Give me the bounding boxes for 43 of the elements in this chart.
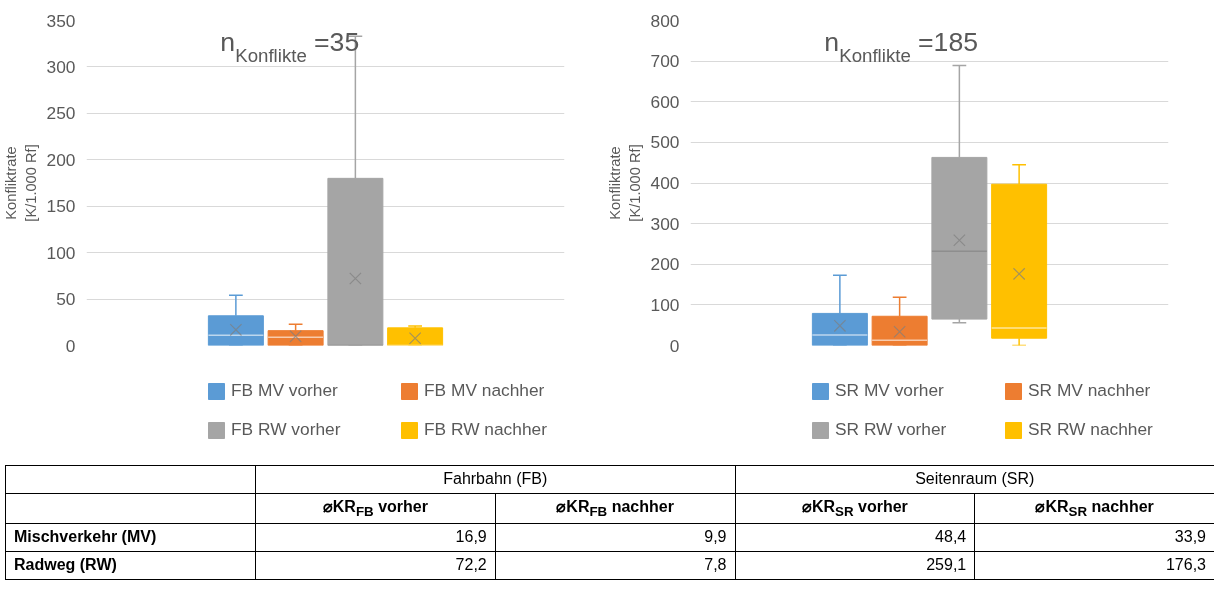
legend-label: FB RW nachher bbox=[424, 419, 548, 440]
category-label: ⌀KR$_{FB}$ vorher bbox=[255, 493, 496, 524]
y-axis-title: Konfliktrate [K/1.000 Rf] bbox=[607, 144, 643, 222]
category-label: ⌀KR$_{SR}$ vorher bbox=[735, 493, 975, 524]
legend-label: SR RW nachher bbox=[1028, 419, 1154, 440]
y-tick-label: 400 bbox=[650, 173, 680, 193]
y-tick-label: 300 bbox=[650, 213, 680, 234]
legend-label: FB RW vorher bbox=[231, 419, 342, 440]
y-tick-label: 100 bbox=[46, 242, 76, 263]
category-label: Radweg (RW) bbox=[14, 555, 117, 573]
text: 16,9 bbox=[455, 528, 487, 546]
y-tick-label: 250 bbox=[46, 103, 76, 124]
text: Seitenraum (SR) bbox=[735, 465, 1214, 494]
y-tick-label: 700 bbox=[650, 51, 680, 72]
y-tick-label: 500 bbox=[650, 132, 680, 153]
y-tick-label: 200 bbox=[46, 149, 76, 170]
legend-label: SR RW vorher bbox=[835, 419, 948, 440]
y-axis-title: Konfliktrate [K/1.000 Rf] bbox=[3, 144, 39, 222]
y-tick-label: 200 bbox=[650, 254, 680, 275]
text: 7,8 bbox=[704, 555, 727, 573]
text: 33,9 bbox=[1174, 528, 1206, 546]
text: 72,2 bbox=[455, 555, 487, 573]
y-tick-label: 350 bbox=[46, 10, 76, 31]
y-tick-label: 600 bbox=[650, 91, 680, 112]
y-tick-label: 50 bbox=[56, 289, 76, 310]
y-tick-label: 150 bbox=[46, 196, 76, 217]
y-tick-label: 100 bbox=[650, 294, 680, 315]
category-label: Mischverkehr (MV) bbox=[14, 528, 157, 546]
legend-label: FB MV vorher bbox=[231, 380, 339, 401]
text: Fahrbahn (FB) bbox=[255, 465, 735, 494]
legend-label: SR MV vorher bbox=[835, 380, 945, 401]
text: 259,1 bbox=[926, 555, 967, 573]
legend-label: FB MV nachher bbox=[424, 380, 546, 401]
text: 48,4 bbox=[935, 528, 967, 546]
category-label: ⌀KR$_{FB}$ nachher bbox=[495, 493, 735, 524]
legend-label: SR MV nachher bbox=[1028, 380, 1152, 401]
y-tick-label: 800 bbox=[650, 10, 680, 31]
y-tick-label: 300 bbox=[46, 56, 76, 77]
text: 9,9 bbox=[704, 528, 727, 546]
category-label: ⌀KR$_{SR}$ nachher bbox=[974, 493, 1214, 524]
y-tick-label: 0 bbox=[669, 335, 680, 356]
text: 176,3 bbox=[1165, 555, 1206, 573]
y-tick-label: 0 bbox=[65, 335, 76, 356]
